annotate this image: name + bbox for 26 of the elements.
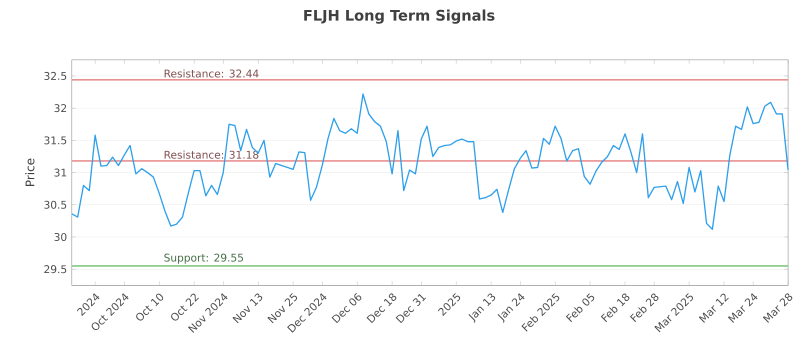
ref-line-label: Resistance: 32.44 xyxy=(164,69,259,78)
x-tick-label: Mar 12 xyxy=(698,294,729,323)
x-tick-label: Feb 28 xyxy=(630,293,659,322)
y-tick-label: 31 xyxy=(54,168,66,177)
x-tick-label: Mar 28 xyxy=(762,293,792,323)
y-tick-label: 29.5 xyxy=(44,265,66,274)
x-tick-label: Feb 18 xyxy=(600,293,630,322)
x-tick-label: Dec 18 xyxy=(366,293,396,324)
x-tick-label: Dec 06 xyxy=(332,292,362,324)
x-tick-label: Jan 24 xyxy=(498,293,525,323)
x-tick-label: Oct 10 xyxy=(136,294,164,321)
ref-line-label: Resistance: 31.18 xyxy=(164,150,258,159)
y-tick-label: 31.5 xyxy=(44,136,66,144)
y-tick-label: 30.5 xyxy=(44,200,66,209)
x-tick-label: Jan 13 xyxy=(468,293,496,323)
y-tick-label: 30 xyxy=(54,232,66,241)
x-tick-label: Oct 22 xyxy=(171,294,199,321)
y-axis-title: Price xyxy=(25,158,34,186)
y-tick-label: 32.5 xyxy=(44,72,66,80)
x-tick-label: Nov 13 xyxy=(232,293,262,324)
y-tick-label: 32 xyxy=(54,104,66,112)
x-tick-label: Dec 31 xyxy=(396,294,426,324)
ref-line-label: Support: 29.55 xyxy=(164,254,244,264)
x-tick-label: Feb 05 xyxy=(566,293,594,322)
x-tick-label: Mar 24 xyxy=(728,293,758,323)
chart-title: FLJH Long Term Signals xyxy=(304,9,494,24)
